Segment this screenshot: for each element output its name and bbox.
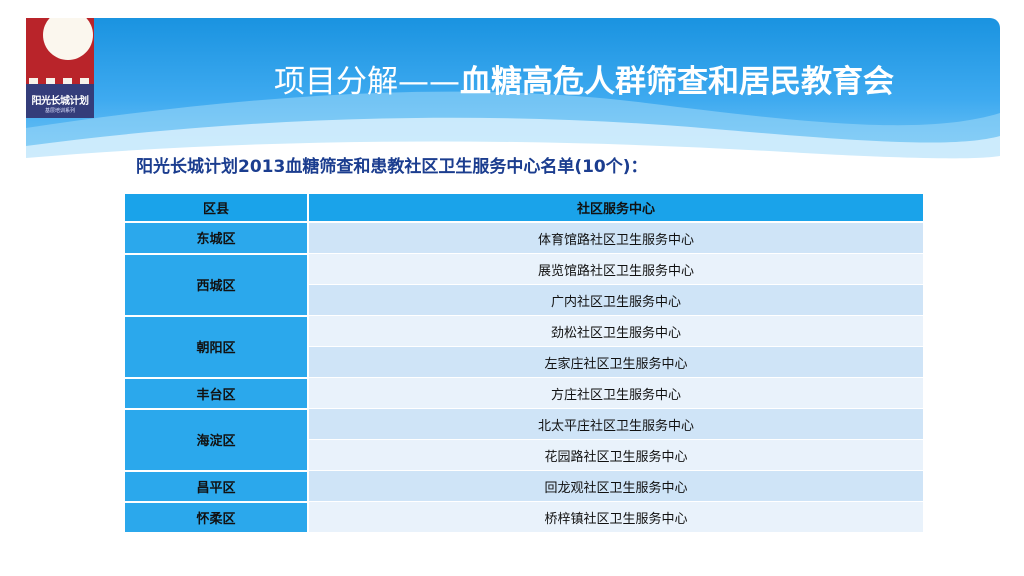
table-row: 东城区 体育馆路社区卫生服务中心 [125,222,923,255]
center-cell: 劲松社区卫生服务中心 [308,315,923,347]
title-banner [26,18,1000,166]
table-row: 左家庄社区卫生服务中心 [125,346,923,378]
district-cell: 昌平区 [125,470,309,503]
logo-subtitle: 基层培训系列 [44,108,75,114]
sunshine-great-wall-logo: 阳光长城计划 基层培训系列 [26,18,94,118]
center-cell: 桥梓镇社区卫生服务中心 [308,501,923,533]
table-row: 昌平区 回龙观社区卫生服务中心 [125,470,923,503]
header-center: 社区服务中心 [308,194,923,223]
table-row: 朝阳区 劲松社区卫生服务中心 [125,315,923,379]
district-cell: 朝阳区 [125,315,309,379]
list-subtitle: 阳光长城计划2013血糖筛查和患教社区卫生服务中心名单(10个)： [136,157,648,177]
center-cell: 广内社区卫生服务中心 [308,284,923,316]
table-row: 花园路社区卫生服务中心 [125,439,923,471]
center-cell: 方庄社区卫生服务中心 [308,377,923,409]
center-cell: 体育馆路社区卫生服务中心 [308,222,923,254]
table-row: 丰台区 方庄社区卫生服务中心 [125,377,923,410]
table-row: 广内社区卫生服务中心 [125,284,923,316]
logo-name: 阳光长城计划 [31,96,90,107]
center-cell: 展览馆路社区卫生服务中心 [308,253,923,285]
table-row: 西城区 展览馆路社区卫生服务中心 [125,253,923,317]
table-row: 怀柔区 桥梓镇社区卫生服务中心 [125,501,923,534]
center-cell: 左家庄社区卫生服务中心 [308,346,923,378]
district-cell: 东城区 [125,222,309,255]
slide-title: 项目分解——血糖高危人群筛查和居民教育会 [274,62,894,102]
wave-decoration [26,91,1000,166]
table-row: 海淀区 北太平庄社区卫生服务中心 [125,408,923,472]
sun-icon [43,18,93,60]
header-district: 区县 [125,194,309,223]
district-cell: 海淀区 [125,408,309,472]
community-center-table: 区县 社区服务中心 东城区 体育馆路社区卫生服务中心 西城区 展览馆路社区卫生服… [125,194,923,534]
district-cell: 西城区 [125,253,309,317]
great-wall-icon [26,84,94,118]
table-header-row: 区县 社区服务中心 [125,194,923,223]
center-cell: 北太平庄社区卫生服务中心 [308,408,923,440]
district-cell: 丰台区 [125,377,309,410]
district-cell: 怀柔区 [125,501,309,534]
center-cell: 花园路社区卫生服务中心 [308,439,923,471]
slide-title-prefix: 项目分解—— [274,64,460,100]
slide-title-main: 血糖高危人群筛查和居民教育会 [460,64,894,100]
center-cell: 回龙观社区卫生服务中心 [308,470,923,502]
